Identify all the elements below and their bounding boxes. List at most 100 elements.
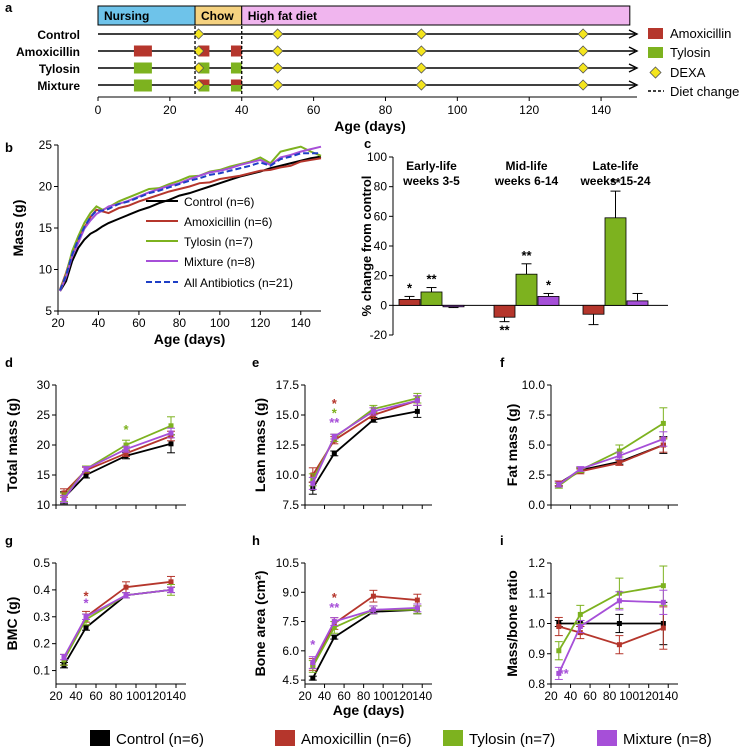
x-tick-label: 140 <box>412 689 432 703</box>
data-point <box>331 624 337 630</box>
panel-label-e: e <box>252 355 259 370</box>
y-tick-label: 25 <box>37 408 51 422</box>
panel-c-chart: -20 0 20 40 60 80 100 % change from control Earl… <box>359 150 668 342</box>
y-tick-label: 10.0 <box>522 378 546 392</box>
series-line-control <box>63 442 172 499</box>
treatment-block-overlay <box>198 79 210 85</box>
series-line-all <box>59 152 321 291</box>
y-tick-label: 1.2 <box>528 556 545 570</box>
significance-mark: ** <box>426 272 437 287</box>
data-point <box>331 634 337 640</box>
arrowhead <box>628 46 639 56</box>
dexa-marker <box>577 62 589 74</box>
y-tick-label: 5.0 <box>528 438 545 452</box>
data-point <box>414 605 420 611</box>
x-tick-label: 20 <box>298 689 312 703</box>
legend-label-diet-change: Diet change <box>670 84 739 99</box>
significance-mark: ** <box>559 666 570 681</box>
significance-mark: * <box>546 277 552 292</box>
dexa-marker <box>415 28 427 40</box>
data-point <box>660 599 666 605</box>
x-tick-label: 60 <box>307 103 321 117</box>
y-tick-label: 0.2 <box>33 637 50 651</box>
bar-mixture <box>537 296 560 306</box>
y-tick-label: 7.5 <box>282 615 299 629</box>
legend-swatch-amoxicillin <box>648 28 663 39</box>
data-point <box>123 446 129 452</box>
dexa-marker <box>272 28 284 40</box>
category-label: weeks 15-24 <box>579 174 650 188</box>
x-tick-label: 60 <box>132 316 146 330</box>
legend-label: Mixture (n=8) <box>623 731 712 748</box>
y-tick-label: 15.0 <box>276 408 300 422</box>
y-tick-label: 2.5 <box>528 468 545 482</box>
data-point <box>310 675 316 681</box>
series-line-tylosin <box>59 145 322 291</box>
x-tick-label: 40 <box>92 316 106 330</box>
x-tick-label: 60 <box>583 689 597 703</box>
data-point <box>61 496 67 502</box>
y-tick-label: 0.9 <box>528 647 545 661</box>
y-tick-label: 60 <box>374 209 388 223</box>
legend-label: Control (n=6) <box>184 195 254 209</box>
significance-mark: * <box>123 422 129 437</box>
bar-amoxicillin <box>493 304 516 318</box>
legend-swatch <box>275 730 295 746</box>
x-tick-label: 120 <box>250 316 270 330</box>
data-point <box>660 625 666 631</box>
x-tick-label: 40 <box>69 689 83 703</box>
treatment-block <box>230 79 242 92</box>
panel-i-chart: 0.8 0.9 1.0 1.1 1.2 20 40 60 80 100 120 140 Mass/bon… <box>504 556 679 703</box>
y-tick-label: -20 <box>370 328 388 342</box>
treatment-block <box>133 45 152 57</box>
y-tick-label: 0.1 <box>33 664 50 678</box>
treatment-block-overlay <box>230 79 242 85</box>
x-tick-label: 20 <box>163 103 177 117</box>
y-tick-label: 5 <box>45 304 52 318</box>
significance-mark: ** <box>610 175 621 190</box>
x-tick-label: 140 <box>658 689 678 703</box>
significance-mark: ** <box>329 600 340 615</box>
dexa-marker <box>193 45 205 57</box>
y-tick-label: 7.5 <box>282 498 299 512</box>
category-label: Mid-life <box>506 159 548 173</box>
data-point <box>616 460 622 466</box>
y-tick-label: 10.0 <box>276 468 300 482</box>
series-line-tylosin <box>558 584 664 652</box>
data-point <box>123 592 129 598</box>
series-line-control <box>59 155 322 292</box>
y-tick-label: 0.0 <box>528 498 545 512</box>
series-line-tylosin <box>63 424 172 498</box>
y-tick-label: 10.5 <box>276 556 300 570</box>
series-line-mixture <box>63 432 172 500</box>
treatment-block <box>133 79 152 92</box>
series-line-amoxicillin <box>558 625 664 646</box>
dexa-marker <box>415 45 427 57</box>
phase-label-0: Nursing <box>104 9 149 23</box>
data-point <box>310 480 316 486</box>
data-point <box>660 583 666 589</box>
group-label-tylosin: Tylosin <box>39 62 80 76</box>
series-line-amoxicillin <box>63 435 172 494</box>
panel-label-i: i <box>500 533 504 548</box>
panel-label-a: a <box>5 0 13 15</box>
y-tick-label: 40 <box>374 239 388 253</box>
y-tick-label: 30 <box>37 378 51 392</box>
legend-label: Mixture (n=8) <box>184 255 255 269</box>
data-point <box>310 660 316 666</box>
legend-label-tylosin: Tylosin <box>670 45 710 60</box>
panel-g-chart: 0.1 0.2 0.3 0.4 0.5 20 40 60 80 100 120 140 BMC (g) *… <box>4 556 186 703</box>
legend-swatch-tylosin <box>648 47 663 58</box>
data-point <box>123 442 129 448</box>
x-tick-label: 40 <box>564 689 578 703</box>
x-tick-label: 80 <box>173 316 187 330</box>
phase-label-2: High fat diet <box>248 9 317 23</box>
data-point <box>660 436 666 442</box>
series-line-tylosin <box>558 422 664 487</box>
panel-label-b: b <box>5 140 13 155</box>
treatment-block <box>230 62 242 74</box>
x-tick-label: 140 <box>591 103 611 117</box>
data-point <box>168 579 174 585</box>
dexa-marker <box>272 79 284 91</box>
